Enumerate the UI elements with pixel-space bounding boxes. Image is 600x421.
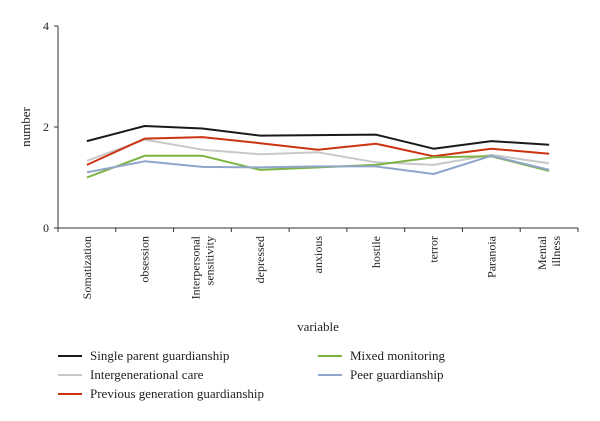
x-tick-label-line: Somatization [80, 236, 94, 299]
x-tick-label: obsession [138, 236, 152, 283]
x-tick-label: Somatization [80, 236, 94, 299]
y-tick-label: 2 [43, 120, 49, 134]
x-tick-label: anxious [311, 236, 325, 274]
series-lines [86, 125, 550, 179]
x-tick-label: Interpersonal sensitivity [188, 235, 216, 299]
chart-axes [57, 26, 578, 229]
x-tick-label-line: terror [427, 236, 441, 263]
x-tick-label-line: anxious [311, 236, 325, 274]
x-tick-label: depressed [253, 236, 267, 283]
y-tick-label: 4 [43, 19, 49, 33]
x-tick-label-line: depressed [253, 236, 267, 283]
x-axis-tick-labels: Somatization obsession Interpersonal sensit… [57, 228, 579, 299]
y-tick-label: 0 [43, 221, 49, 235]
x-tick-label-line: illness [549, 236, 563, 267]
x-tick-label-line: Mental [535, 235, 549, 270]
x-axis-title: variable [297, 319, 339, 334]
y-axis-ticks: 0 2 4 [43, 19, 58, 235]
x-tick-label: Mental illness [535, 235, 563, 270]
x-tick-label-line: obsession [138, 236, 152, 283]
x-tick-label: Paranoia [484, 235, 498, 278]
y-axis-title: number [18, 106, 33, 146]
series-line-1 [86, 125, 550, 150]
series-line-2 [86, 138, 550, 166]
series-line-3 [86, 136, 550, 166]
x-tick-label: hostile [369, 236, 383, 268]
x-tick-label-line: Interpersonal [188, 235, 202, 299]
x-tick-label: terror [427, 236, 441, 263]
series-line-5 [86, 154, 550, 175]
x-tick-label-line: Paranoia [484, 235, 498, 278]
x-tick-label-line: hostile [369, 236, 383, 268]
x-tick-label-line: sensitivity [202, 236, 216, 285]
